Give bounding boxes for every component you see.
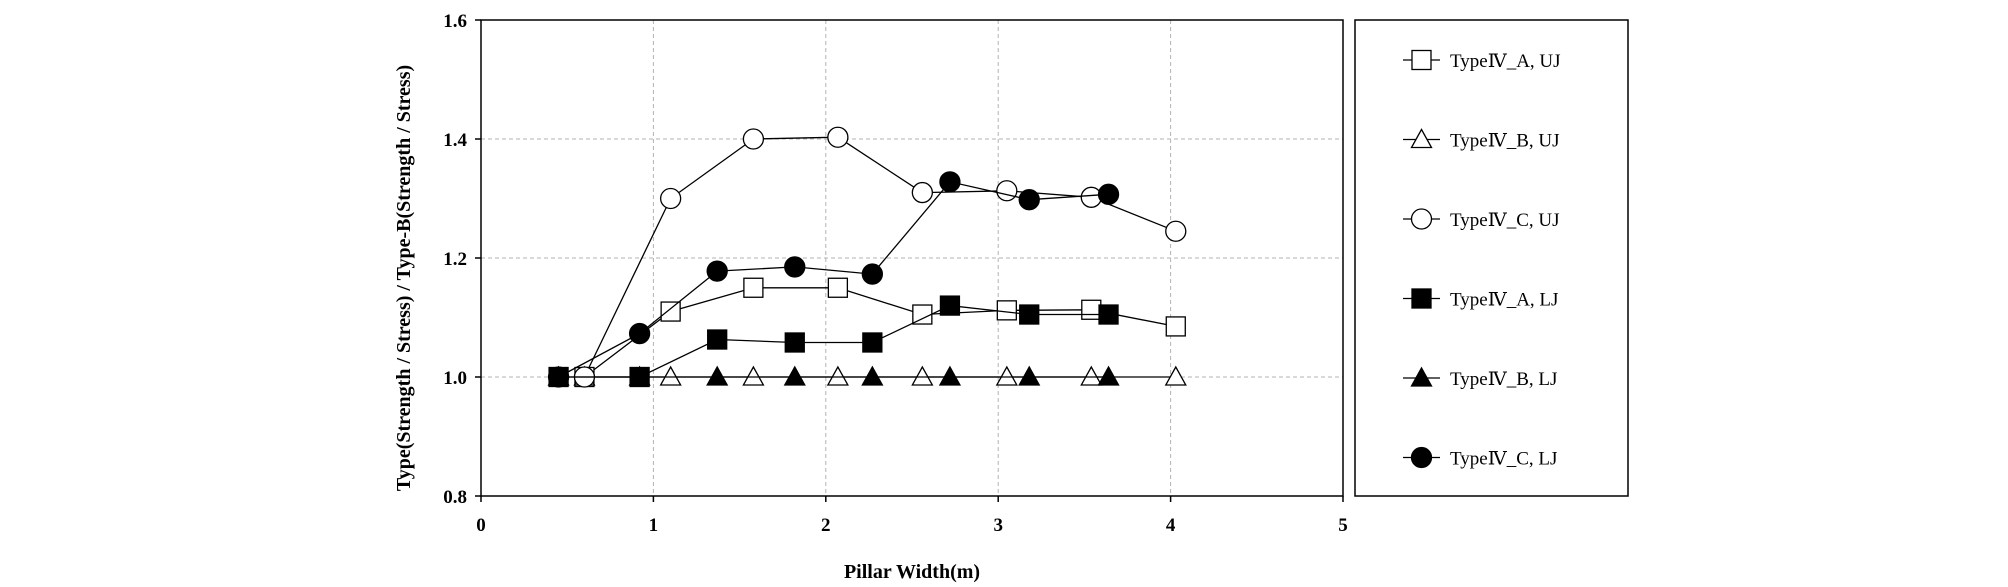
x-tick-label: 2 <box>821 515 831 536</box>
data-point <box>861 263 883 285</box>
legend-item: TypeⅣ_B, UJ <box>1403 128 1559 152</box>
data-point <box>861 365 884 386</box>
data-point <box>939 295 961 316</box>
data-point <box>1097 365 1120 386</box>
legend-label: TypeⅣ_A, LJ <box>1450 290 1558 311</box>
x-tick-label: 1 <box>649 515 659 536</box>
data-point <box>659 187 682 210</box>
data-point <box>911 365 934 386</box>
x-tick-label: 3 <box>993 515 1003 536</box>
data-point <box>1165 220 1187 242</box>
data-point <box>706 260 728 282</box>
y-tick-label: 0.8 <box>443 487 467 508</box>
x-tick-label: 4 <box>1166 515 1176 536</box>
data-point <box>1081 299 1102 320</box>
legend-marker <box>1410 208 1433 230</box>
data-point <box>1018 365 1041 386</box>
series-line <box>558 304 1109 378</box>
legend-marker <box>1411 288 1432 309</box>
legend-item: TypeⅣ_A, LJ <box>1403 288 1558 311</box>
y-tick-label: 1.6 <box>443 11 467 32</box>
legend: TypeⅣ_A, UJ TypeⅣ_B, UJ TypeⅣ_C, UJ TypeⅣ_A… <box>1403 49 1561 470</box>
data-point <box>939 171 961 193</box>
data-point <box>826 365 849 386</box>
series-circle-filled <box>547 171 1120 388</box>
legend-label: TypeⅣ_B, LJ <box>1450 369 1557 390</box>
data-point <box>827 277 849 298</box>
legend-item: TypeⅣ_C, LJ <box>1403 446 1557 470</box>
data-point <box>938 365 962 386</box>
legend-item: TypeⅣ_A, UJ <box>1403 49 1561 72</box>
legend-label: TypeⅣ_C, UJ <box>1450 210 1559 231</box>
data-point <box>1097 183 1120 205</box>
legend-label: TypeⅣ_A, UJ <box>1450 51 1561 72</box>
data-point <box>628 365 651 386</box>
legend-marker <box>1411 49 1432 71</box>
data-point <box>743 277 764 298</box>
legend-label: TypeⅣ_C, LJ <box>1450 449 1557 470</box>
data-point <box>1018 189 1040 211</box>
data-point <box>742 365 765 386</box>
data-point <box>827 126 849 148</box>
x-tick-label: 5 <box>1338 515 1348 536</box>
data-point <box>1019 304 1040 325</box>
y-tick-label: 1.0 <box>443 368 467 389</box>
series-line <box>558 181 1109 378</box>
data-point <box>659 365 682 386</box>
data-point <box>784 332 805 353</box>
series-triangle-filled <box>547 365 1120 386</box>
data-point <box>862 332 883 353</box>
x-axis-title: Pillar Width(m) <box>844 561 980 583</box>
data-point <box>742 128 765 150</box>
series-group <box>547 126 1187 388</box>
legend-marker <box>1410 366 1433 387</box>
x-tick-label: 0 <box>476 515 486 536</box>
data-point <box>547 366 570 388</box>
data-point <box>1165 316 1186 337</box>
data-point <box>628 322 651 345</box>
y-tick-label: 1.4 <box>443 130 467 151</box>
legend-item: TypeⅣ_C, UJ <box>1403 208 1559 231</box>
legend-label: TypeⅣ_B, UJ <box>1450 131 1559 152</box>
legend-item: TypeⅣ_B, LJ <box>1403 366 1557 390</box>
y-axis-title: Type(Strength / Stress) / Type-B(Strengt… <box>393 65 415 491</box>
data-point <box>784 256 806 278</box>
data-point <box>995 365 1018 386</box>
data-point <box>660 301 681 322</box>
legend-marker <box>1410 128 1433 149</box>
data-point <box>911 181 933 204</box>
legend-box <box>1354 19 1629 497</box>
series-square-filled <box>548 295 1119 388</box>
data-point <box>996 180 1018 202</box>
data-point <box>1098 304 1119 325</box>
legend-marker <box>1410 446 1433 469</box>
data-point <box>1164 365 1187 386</box>
data-point <box>783 365 806 386</box>
data-point <box>1080 186 1102 208</box>
data-point <box>1080 365 1103 386</box>
data-point <box>996 300 1017 321</box>
y-tick-label: 1.2 <box>443 249 467 270</box>
data-point <box>707 329 728 350</box>
axis-ticks: 0 1 2 3 4 5 0.8 1.0 1.2 1.4 1.6 <box>443 11 1348 536</box>
data-point <box>706 365 729 386</box>
series-line <box>584 287 1176 378</box>
